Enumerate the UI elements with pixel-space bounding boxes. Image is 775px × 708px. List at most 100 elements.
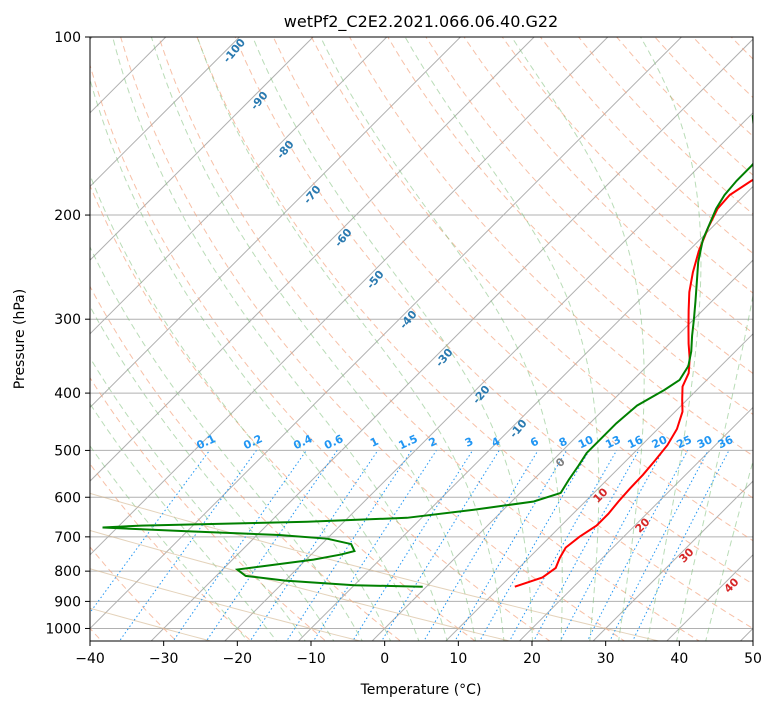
y-tick-label: 1000 xyxy=(45,621,81,637)
dry-adiabat xyxy=(310,37,753,499)
mixing-ratio-line xyxy=(423,450,539,641)
isotherm-line xyxy=(90,37,241,188)
dry-adiabat xyxy=(90,546,177,641)
moist-adiabat xyxy=(511,37,645,641)
moist-adiabat-label: 20 xyxy=(633,515,653,535)
dry-adiabat xyxy=(90,376,327,641)
x-tick-label: 30 xyxy=(597,651,615,667)
mixing-ratio-label: 0.4 xyxy=(291,432,314,452)
mixing-ratio-line xyxy=(286,450,413,641)
y-tick-label: 500 xyxy=(54,443,81,459)
dry-adiabat xyxy=(196,37,753,630)
mixing-ratio-label: 2 xyxy=(427,435,439,450)
mixing-ratio-label: 8 xyxy=(557,435,569,450)
mixing-ratio-line xyxy=(205,450,338,641)
dry-adiabat-label: -40 xyxy=(397,308,420,332)
mixing-ratio-line xyxy=(352,450,474,641)
mixing-ratio-label: 0.6 xyxy=(322,432,345,452)
y-tick-label: 900 xyxy=(54,594,81,610)
x-tick-label: −30 xyxy=(149,651,179,667)
isotherm-line xyxy=(90,37,535,482)
isotherm-line xyxy=(90,37,167,114)
y-tick-label: 600 xyxy=(54,490,81,506)
mixing-ratio-label: 1 xyxy=(368,435,380,450)
mixing-ratio-label: 25 xyxy=(675,433,694,451)
mixing-ratio-line xyxy=(90,450,210,614)
isotherm-line xyxy=(666,554,753,641)
moist-adiabat xyxy=(90,402,278,641)
moist-adiabat-label: 10 xyxy=(591,485,611,505)
isotherm-line xyxy=(90,37,683,630)
mixing-ratio-line xyxy=(118,450,257,641)
isotherm-line xyxy=(224,112,753,641)
dry-adiabat xyxy=(654,37,753,137)
dry-adiabat xyxy=(90,63,551,641)
dry-adiabat xyxy=(90,463,252,641)
dry-adiabat xyxy=(349,37,753,457)
moist-adiabat xyxy=(112,37,448,641)
mixing-ratio-label: 3 xyxy=(463,435,475,450)
moist-adiabat xyxy=(90,356,306,641)
mixing-ratio-line xyxy=(509,450,618,641)
x-tick-label: −20 xyxy=(223,651,253,667)
moist-adiabat xyxy=(150,37,477,641)
profiles xyxy=(102,114,753,588)
dry-adiabat-label: -90 xyxy=(248,89,271,113)
chart-title: wetPf2_C2E2.2021.066.06.40.G22 xyxy=(284,12,558,32)
moist-adiabat-label: 0 xyxy=(553,455,568,470)
line-labels: 0.1 0.2 0.4 0.6 1 1.5 2 3 4 6 8 10 13 16 20 25 30 36-100-… xyxy=(195,36,742,596)
plot-frame xyxy=(89,36,754,642)
mixing-ratio-label: 10 xyxy=(576,433,596,451)
moist-adiabat xyxy=(90,77,420,641)
x-tick-label: 50 xyxy=(744,651,762,667)
mixing-ratio-line xyxy=(632,450,730,641)
dry-adiabat-label: -100 xyxy=(220,36,248,66)
dry-adiabat xyxy=(577,37,753,215)
temperature-line xyxy=(514,178,753,588)
isotherm-line xyxy=(371,259,753,641)
dry-adiabat xyxy=(234,37,753,585)
moist-adiabat xyxy=(90,245,363,641)
isotherm-line xyxy=(297,185,753,641)
dry-adiabat-label: -50 xyxy=(364,268,387,292)
moist-adiabat xyxy=(640,37,702,641)
isotherm-line xyxy=(90,37,462,409)
dry-adiabat xyxy=(90,184,476,641)
mixing-ratio-label: 0.2 xyxy=(241,432,264,452)
dry-adiabat-label: -10 xyxy=(507,417,530,441)
y-tick-label: 300 xyxy=(54,312,81,328)
moist-adiabat-label: 40 xyxy=(722,575,742,595)
moist-adiabat xyxy=(705,459,753,641)
mixing-ratio-line xyxy=(312,450,437,641)
dry-adiabat xyxy=(743,10,775,653)
x-tick-label: 10 xyxy=(449,651,467,667)
y-tick-label: 100 xyxy=(54,30,81,46)
tan-adiabat xyxy=(90,492,661,641)
isotherm-line xyxy=(150,38,753,641)
x-tick-label: −40 xyxy=(75,651,105,667)
mixing-ratio-line xyxy=(559,450,664,641)
dry-adiabat xyxy=(539,37,753,255)
mixing-ratio-label: 30 xyxy=(695,433,715,451)
moist-adiabat xyxy=(404,37,600,641)
x-tick-label: 0 xyxy=(380,651,389,667)
x-tick-label: 40 xyxy=(670,651,688,667)
isotherm-line xyxy=(90,37,388,335)
background-lines xyxy=(90,10,775,653)
y-tick-label: 400 xyxy=(54,386,81,402)
y-tick-label: 200 xyxy=(54,208,81,224)
x-axis-label: Temperature (°C) xyxy=(360,682,482,698)
dry-adiabat xyxy=(463,37,753,334)
isotherm-line xyxy=(90,37,314,261)
dry-adiabat xyxy=(501,37,753,294)
mixing-ratio-line xyxy=(533,450,640,641)
moist-adiabat xyxy=(320,37,563,641)
dewpoint-line xyxy=(102,114,753,588)
mixing-ratio-label: 6 xyxy=(528,435,541,450)
tan-adiabat xyxy=(90,568,362,641)
mixing-ratio-label: 13 xyxy=(603,433,622,451)
dry-adiabat xyxy=(730,37,753,60)
mixing-ratio-label: 16 xyxy=(626,433,646,451)
y-axis: 100 200 300 400 500 600 700 800 900 1000 xyxy=(45,30,90,637)
